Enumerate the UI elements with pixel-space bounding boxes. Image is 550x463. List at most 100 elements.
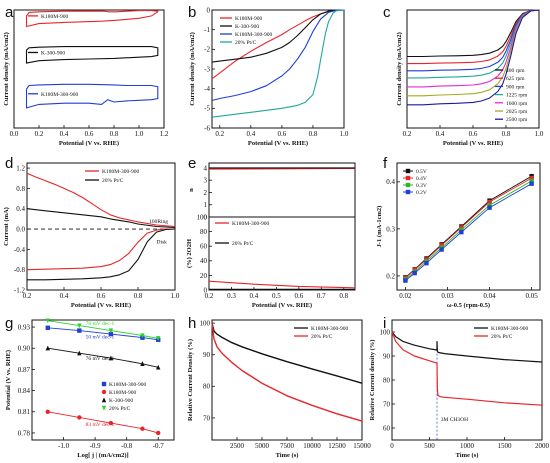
y-axis-label-h: Relative Current Density (%)	[187, 339, 194, 421]
data-point-g	[45, 345, 50, 351]
slope-annotation-g-0: 76 mV dec-1	[86, 321, 115, 327]
data-point-g	[45, 409, 50, 414]
data-point-f	[487, 199, 492, 205]
legend-e-1: 20% Pt/C	[232, 241, 254, 247]
y-tick-label-i: 70	[383, 400, 391, 408]
y-tick-label-h: 90	[203, 351, 211, 359]
x-tick-label-e: 0.4	[250, 292, 259, 300]
panel-label-c: c	[383, 4, 391, 21]
data-point-g	[45, 325, 50, 330]
y-axis-label-a: Current density (mA/cm2)	[3, 32, 10, 106]
y-axis-label-f: J-1 (mA-1cm2)	[376, 206, 383, 248]
x-tick-label-a: 0.4	[60, 130, 69, 138]
legend-i-1: 20% Pt/C	[491, 334, 513, 340]
data-point-f	[487, 205, 492, 210]
data-point-g	[108, 420, 114, 426]
data-point-g	[156, 364, 161, 370]
y-tick-label-f: 0.2	[386, 272, 395, 280]
series-line-i-1	[391, 331, 543, 406]
legend-g-1-marker	[101, 389, 107, 395]
legend-f-2: 0.3V	[416, 183, 427, 189]
plot-frame-g	[31, 319, 175, 441]
data-point-f	[459, 229, 464, 235]
data-point-g	[156, 336, 161, 341]
x-tick-label-b: 0.8	[309, 130, 318, 138]
series-line-c-0	[407, 9, 540, 58]
x-axis-label-i: Time (s)	[456, 452, 479, 459]
legend-c-4: 1600 rpm	[506, 101, 528, 107]
data-point-g	[140, 426, 145, 431]
x-tick-label-c: 0.4	[436, 130, 445, 138]
x-tick-label-h: 2500	[230, 442, 245, 450]
series-line-d-2	[26, 228, 175, 271]
y-tick-label-g: 0.93	[18, 323, 31, 331]
panel-label-f: f	[383, 155, 388, 172]
series-line-f-3	[405, 183, 532, 281]
plot-frame-f	[396, 162, 541, 291]
x-tick-label-a: 0.8	[110, 130, 119, 138]
series-line-b-3	[211, 9, 345, 118]
y-tick-label-g: 0.81	[18, 408, 31, 416]
legend-b-3: 20% Pt/C	[235, 40, 257, 46]
series-line-i-0	[391, 331, 543, 363]
annotation-methanol: 3M CH3OH	[441, 417, 468, 423]
x-tick-label-b: 0.6	[278, 130, 287, 138]
series-line-h-1	[211, 323, 363, 422]
legend-a-1: K-300-900	[41, 50, 65, 56]
x-tick-label-d: 1.0	[171, 292, 180, 300]
panel-label-h: h	[188, 315, 196, 332]
y-tick-label-b: -4	[204, 85, 210, 93]
y-tick-label-e-bottom: 20	[200, 272, 208, 280]
series-line-c-2	[407, 9, 540, 72]
legend-b-1: K-300-900	[235, 24, 259, 30]
data-point-f	[459, 225, 464, 230]
data-point-f	[424, 260, 429, 266]
legend-b-0: K180M-900	[235, 16, 262, 22]
legend-b-2: K180M-300-900	[235, 32, 273, 38]
y-tick-label-b: -6	[204, 124, 210, 132]
y-tick-label-d: 0.0	[16, 225, 25, 233]
x-tick-label-e: 0.2	[205, 292, 214, 300]
legend-h-1: 20% Pt/C	[311, 334, 333, 340]
series-line-d-0	[26, 172, 176, 228]
legend-f-1-marker	[405, 175, 411, 181]
legend-f-3: 0.2V	[416, 190, 427, 196]
panel-label-i: i	[383, 315, 386, 332]
x-axis-label-f: ω-0.5 (rpm-0.5)	[447, 302, 490, 309]
y-axis-label-i: Relative Current density (%)	[369, 340, 376, 421]
cv-loop-1	[25, 46, 159, 64]
data-point-g	[45, 318, 50, 324]
legend-c-2: 900 rpm	[506, 84, 525, 90]
cv-loop-2	[25, 83, 159, 109]
data-point-f	[487, 203, 492, 208]
x-tick-label-b: 0.4	[246, 130, 255, 138]
series-line-d-3	[27, 228, 176, 281]
legend-a-2: K180M-300-900	[41, 92, 79, 98]
y-tick-label-b: -5	[204, 105, 210, 113]
panel-label-d: d	[5, 155, 13, 172]
y-tick-label-b: 0	[207, 6, 211, 14]
legend-d-1: 20% Pt/C	[102, 178, 124, 184]
y-tick-label-d: -0.8	[14, 266, 26, 274]
panel-label-g: g	[5, 315, 13, 332]
legend-f-0: 0.5V	[416, 169, 427, 175]
y-tick-label-e-bottom: 60	[200, 243, 208, 251]
x-tick-label-i: 1000	[460, 442, 475, 450]
x-tick-label-i: 500	[424, 442, 435, 450]
series-line-e-h2o2-0	[208, 280, 356, 289]
x-tick-label-c: 1.0	[535, 130, 544, 138]
data-point-g	[77, 328, 82, 333]
x-tick-label-a: 0.2	[35, 130, 44, 138]
x-tick-label-e: 0.7	[317, 292, 326, 300]
x-tick-label-f: 0.05	[525, 292, 538, 300]
data-point-g	[77, 323, 82, 329]
y-tick-label-e-bottom: 40	[200, 257, 208, 265]
data-point-g	[77, 350, 82, 356]
x-tick-label-i: 2000	[535, 442, 550, 450]
y-tick-label-b: -1	[204, 26, 210, 34]
y-axis-label-b: Current density (mA/cm2)	[189, 32, 196, 106]
data-point-f	[529, 178, 534, 184]
x-tick-label-d: 0.8	[134, 292, 143, 300]
legend-f-2-marker	[405, 182, 411, 188]
